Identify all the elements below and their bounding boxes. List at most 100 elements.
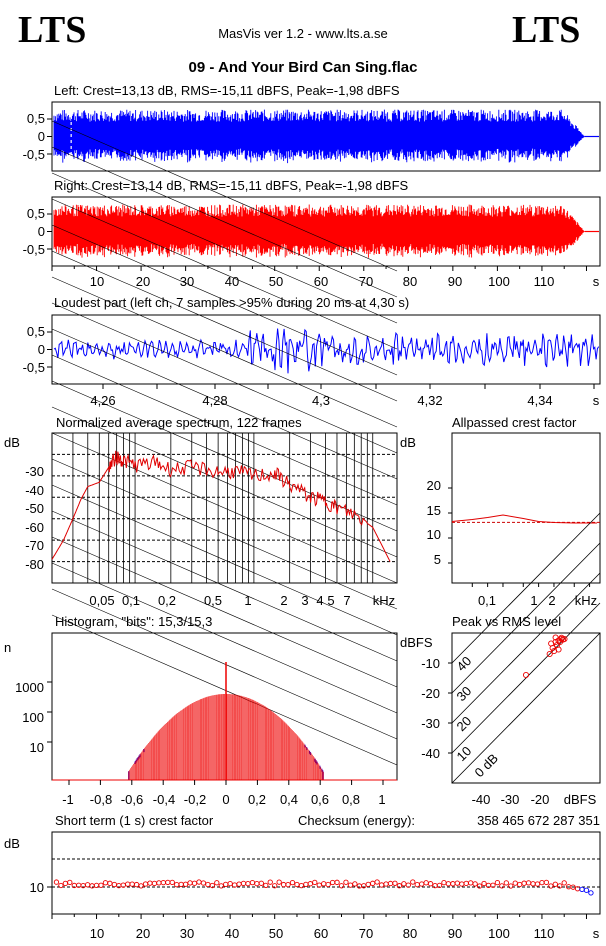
crest-point bbox=[267, 879, 273, 885]
spectrum-title: Normalized average spectrum, 122 frames bbox=[56, 415, 302, 430]
loudest-ytick: 0 bbox=[38, 342, 45, 357]
crest-point bbox=[129, 881, 135, 887]
crest-point bbox=[240, 880, 247, 887]
slope-line bbox=[51, 536, 398, 688]
histogram-xtick: 0,8 bbox=[342, 792, 360, 807]
histogram-xtick: 0 bbox=[222, 792, 229, 807]
right-waveform bbox=[53, 204, 599, 258]
crest-point bbox=[548, 883, 554, 889]
crest-point bbox=[223, 881, 229, 887]
crest-point bbox=[468, 880, 474, 886]
histogram-ytick: 10 bbox=[30, 740, 44, 755]
allpassed-frame bbox=[451, 432, 601, 584]
loudest-ytick: -0,5 bbox=[23, 360, 45, 375]
pvr-diagonal-label: 30 bbox=[454, 683, 475, 704]
spectrum-ytick: -30 bbox=[25, 464, 44, 479]
spectrum-ytick: -40 bbox=[25, 483, 44, 498]
crest-point bbox=[432, 883, 438, 889]
allpassed-ytick: 5 bbox=[434, 552, 441, 567]
crest-point bbox=[303, 881, 309, 888]
histogram-xtick: -1 bbox=[62, 792, 74, 807]
pvr-xtick: -40 bbox=[472, 792, 491, 807]
st-xunit: s bbox=[593, 926, 600, 941]
crest-point bbox=[125, 881, 131, 887]
slope-line bbox=[51, 432, 398, 584]
allpassed-xtick: 2 bbox=[548, 593, 555, 608]
slope-line bbox=[51, 562, 398, 714]
pvr-yticks: -10 -20 -30 -40 bbox=[421, 656, 440, 761]
pvr-ytick: -20 bbox=[421, 686, 440, 701]
histogram-title: Histogram, "bits": 15,3/15,3 bbox=[55, 614, 212, 629]
crest-point bbox=[347, 882, 354, 888]
crest-point bbox=[245, 880, 251, 887]
pvr-diagonal-label: 0 dB bbox=[472, 751, 502, 781]
st-xtick: 100 bbox=[488, 926, 510, 941]
crest-point bbox=[187, 880, 193, 886]
allpassed-xtick: 0,1 bbox=[478, 593, 496, 608]
crest-point bbox=[334, 879, 340, 885]
allpassed-xticks: 0,1 1 2 kHz bbox=[478, 593, 597, 608]
allpassed-line bbox=[451, 514, 597, 524]
crest-point bbox=[67, 879, 73, 886]
crest-point bbox=[160, 880, 167, 886]
crest-diagonal bbox=[451, 512, 601, 664]
spectrum-xtick: 3 bbox=[301, 593, 308, 608]
allpassed-ytick: 10 bbox=[427, 527, 441, 542]
crest-point bbox=[392, 880, 398, 886]
crest-point bbox=[459, 881, 465, 887]
crest-point bbox=[387, 880, 394, 887]
crest-point bbox=[263, 882, 269, 889]
pvr-xlabel: dBFS bbox=[564, 792, 597, 807]
pvr-point bbox=[548, 640, 555, 647]
allpassed-xunit: kHz bbox=[575, 593, 597, 608]
histogram-xtick: -0,2 bbox=[184, 792, 206, 807]
spectrum-ytick: -70 bbox=[25, 538, 44, 553]
crest-point bbox=[414, 881, 420, 888]
right-title: Right: Crest=13,14 dB, RMS=-15,11 dBFS, … bbox=[54, 178, 409, 193]
short-term-plot bbox=[47, 858, 600, 919]
allpassed-ylabel: dB bbox=[400, 435, 416, 450]
allpassed-title: Allpassed crest factor bbox=[452, 415, 577, 430]
crest-point bbox=[312, 879, 318, 885]
crest-point bbox=[552, 881, 558, 887]
short-term-ylabel: dB bbox=[4, 836, 20, 851]
loudest-trace bbox=[53, 328, 600, 374]
st-xtick: 30 bbox=[180, 926, 194, 941]
waveform-trace bbox=[53, 204, 585, 258]
crest-point bbox=[525, 880, 532, 886]
pvr-frame bbox=[451, 632, 601, 784]
crest-point bbox=[410, 879, 416, 885]
histogram-xtick: 0,2 bbox=[248, 792, 266, 807]
st-xtick: 110 bbox=[534, 926, 555, 941]
crest-point bbox=[209, 882, 215, 889]
logo-right: LTS bbox=[512, 9, 581, 51]
pvr-diagonal-label: 40 bbox=[454, 653, 475, 674]
pvr-ytick: -30 bbox=[421, 716, 440, 731]
crest-point bbox=[499, 883, 505, 889]
crest-point bbox=[401, 881, 407, 887]
crest-point bbox=[178, 881, 184, 888]
st-xtick: 90 bbox=[448, 926, 462, 941]
histogram-bars bbox=[47, 662, 397, 785]
crest-point bbox=[436, 882, 443, 889]
crest-point bbox=[58, 882, 64, 889]
crest-point bbox=[503, 880, 509, 886]
st-xtick: 10 bbox=[90, 926, 104, 941]
spectrum-xtick: 5 bbox=[327, 593, 334, 608]
slope-line bbox=[51, 224, 398, 376]
crest-point bbox=[276, 879, 282, 885]
spectrum-ytick: -60 bbox=[25, 520, 44, 535]
crest-point bbox=[365, 881, 371, 888]
slope-line bbox=[51, 172, 398, 324]
time-tick: 110 bbox=[534, 274, 555, 289]
crest-point bbox=[151, 880, 158, 887]
allpassed-xtick: 1 bbox=[530, 593, 537, 608]
crest-point bbox=[169, 879, 175, 886]
left-ytick: 0,5 bbox=[27, 111, 45, 126]
slope-line bbox=[51, 146, 398, 298]
histogram-xtick: -0,8 bbox=[90, 792, 112, 807]
slope-line bbox=[51, 328, 398, 480]
loudest-title: Loudest part (left ch, 7 samples >95% du… bbox=[54, 295, 409, 310]
spectrum-xtick: 0,5 bbox=[204, 593, 222, 608]
